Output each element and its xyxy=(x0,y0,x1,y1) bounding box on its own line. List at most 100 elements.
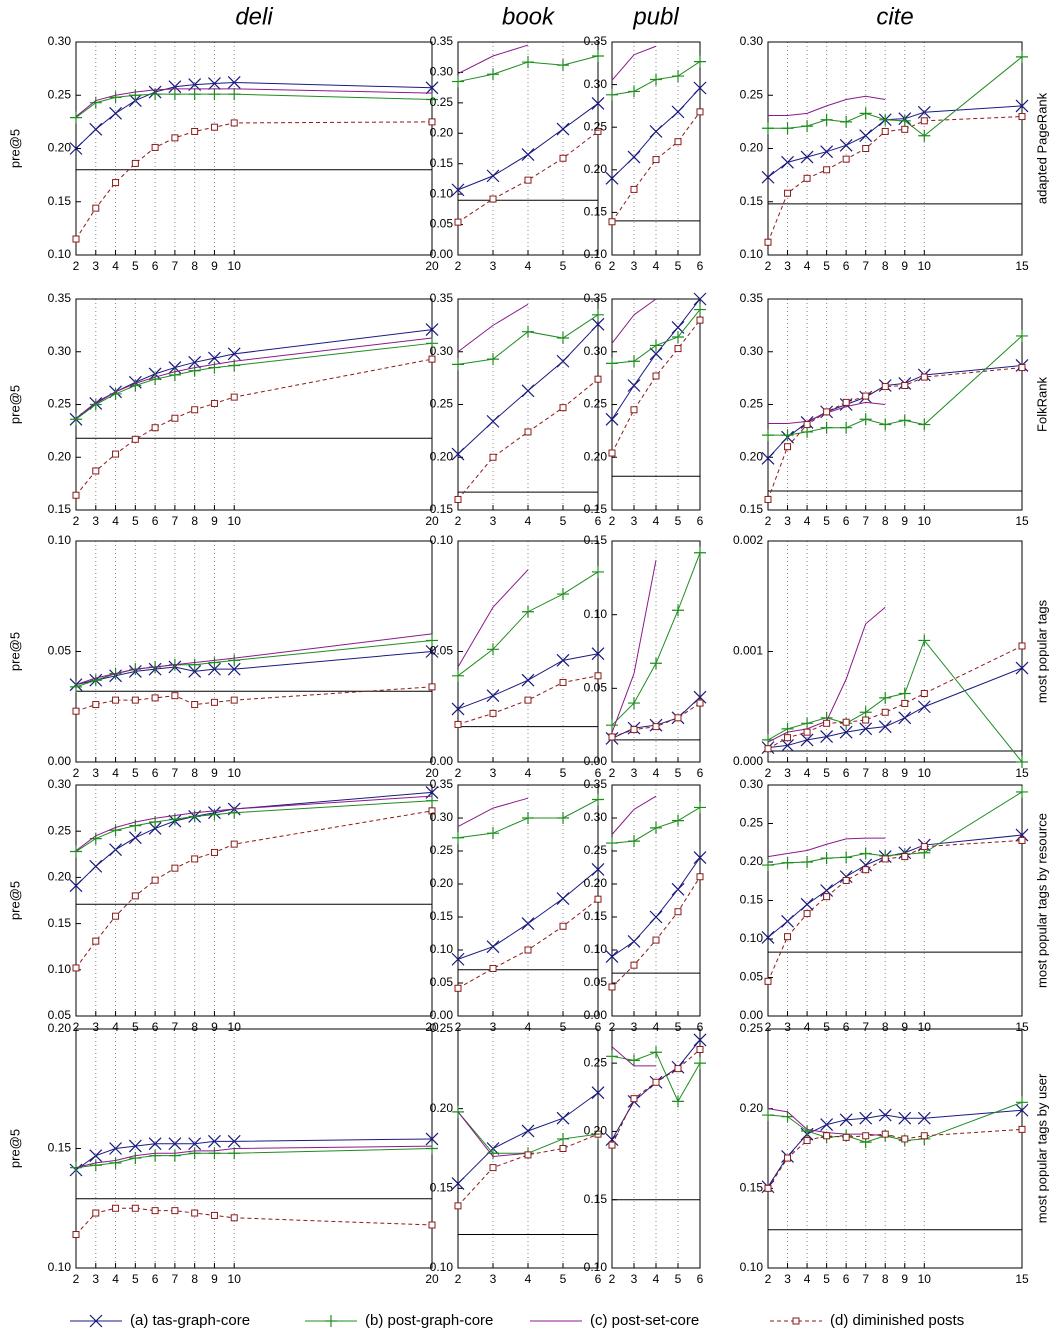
x-tick-label: 10 xyxy=(228,1020,242,1034)
marker xyxy=(764,977,772,985)
x-tick-label: 20 xyxy=(425,766,439,780)
x-tick-label: 5 xyxy=(823,1020,830,1034)
marker xyxy=(606,837,618,850)
x-tick-label: 5 xyxy=(132,514,139,528)
marker xyxy=(210,399,218,407)
marker xyxy=(208,1134,221,1148)
column-title: cite xyxy=(876,3,913,30)
marker xyxy=(522,812,534,824)
marker xyxy=(606,88,618,101)
x-tick-label: 7 xyxy=(172,1272,179,1286)
y-tick-label: 0.25 xyxy=(740,397,764,411)
marker xyxy=(89,674,102,687)
marker xyxy=(693,851,707,865)
y-tick-label: 0.35 xyxy=(584,777,608,791)
marker xyxy=(606,1050,618,1063)
y-tick-label: 0.20 xyxy=(430,876,454,890)
marker xyxy=(227,1134,241,1148)
x-tick-label: 2 xyxy=(609,514,616,528)
marker xyxy=(918,129,931,142)
y-tick-label: 0.25 xyxy=(430,95,454,109)
x-tick-label: 9 xyxy=(211,514,218,528)
x-tick-label: 3 xyxy=(784,766,791,780)
marker xyxy=(801,1124,814,1137)
legend-label: (c) post-set-core xyxy=(590,1312,699,1329)
marker xyxy=(784,189,792,197)
series-line xyxy=(611,87,701,179)
marker xyxy=(761,931,775,944)
marker xyxy=(230,119,238,127)
x-tick-label: 3 xyxy=(490,259,497,273)
column-title: book xyxy=(502,3,556,30)
x-tick-label: 2 xyxy=(609,1020,616,1034)
marker xyxy=(803,910,811,918)
y-axis-label: pre@5 xyxy=(7,385,22,424)
marker xyxy=(839,1113,853,1127)
marker xyxy=(694,801,706,814)
y-tick-label: 0.00 xyxy=(740,1008,764,1022)
marker xyxy=(230,696,238,704)
plot-frame xyxy=(611,540,701,763)
marker xyxy=(559,404,567,412)
marker xyxy=(191,406,199,414)
marker xyxy=(486,940,500,954)
column-title: deli xyxy=(235,3,273,30)
panel: 2 3 4 5 60.100.150.200.250.300.35 xyxy=(584,34,707,273)
x-tick-label: 8 xyxy=(882,766,889,780)
marker xyxy=(188,364,201,377)
x-tick-label: 2 xyxy=(455,1272,462,1286)
y-tick-label: 0.25 xyxy=(48,823,72,837)
x-tick-label: 4 xyxy=(804,514,811,528)
marker xyxy=(803,1137,811,1145)
marker xyxy=(92,467,100,475)
series-line xyxy=(767,105,1023,178)
marker xyxy=(674,1065,682,1073)
marker xyxy=(151,424,159,432)
y-tick-label: 0.10 xyxy=(48,533,72,547)
x-tick-label: 20 xyxy=(425,514,439,528)
panel: 2 3 4 5 6 0.00 0.05 0.10 0.15 0.20 0.25 0.30 0.35 xyxy=(430,34,605,273)
marker xyxy=(781,1110,794,1123)
x-tick-label: 4 xyxy=(112,1020,119,1034)
marker xyxy=(781,122,794,135)
x-tick-label: 7 xyxy=(862,766,869,780)
series-line xyxy=(457,1133,599,1207)
series-line xyxy=(75,342,433,420)
plot-frame xyxy=(767,41,1023,256)
x-tick-label: 6 xyxy=(843,514,850,528)
marker xyxy=(842,718,850,726)
x-tick-label: 6 xyxy=(697,1272,704,1286)
marker xyxy=(149,1149,162,1162)
y-tick-label: 0.30 xyxy=(740,777,764,791)
y-tick-label: 0.20 xyxy=(584,449,608,463)
marker xyxy=(694,303,706,316)
marker xyxy=(228,88,241,101)
marker xyxy=(210,698,218,706)
x-tick-label: 3 xyxy=(490,766,497,780)
marker xyxy=(521,917,535,931)
marker xyxy=(151,143,159,151)
marker xyxy=(652,1078,660,1086)
marker xyxy=(454,495,462,503)
marker xyxy=(92,701,100,709)
marker xyxy=(188,664,202,678)
x-tick-label: 3 xyxy=(784,259,791,273)
y-tick-label: 0.15 xyxy=(584,502,608,516)
marker xyxy=(859,706,872,719)
y-tick-label: 0.15 xyxy=(740,893,764,907)
marker xyxy=(210,1211,218,1219)
x-tick-label: 7 xyxy=(862,514,869,528)
marker xyxy=(454,1202,462,1210)
y-tick-label: 0.00 xyxy=(584,754,608,768)
marker xyxy=(521,148,535,162)
marker xyxy=(89,398,102,411)
marker xyxy=(878,1108,892,1122)
marker xyxy=(208,656,221,669)
series-line xyxy=(457,675,599,725)
marker xyxy=(112,1204,120,1212)
marker xyxy=(920,117,928,125)
marker xyxy=(628,697,640,710)
x-tick-label: 6 xyxy=(152,1020,159,1034)
marker xyxy=(859,1111,873,1125)
x-tick-label: 10 xyxy=(918,766,932,780)
